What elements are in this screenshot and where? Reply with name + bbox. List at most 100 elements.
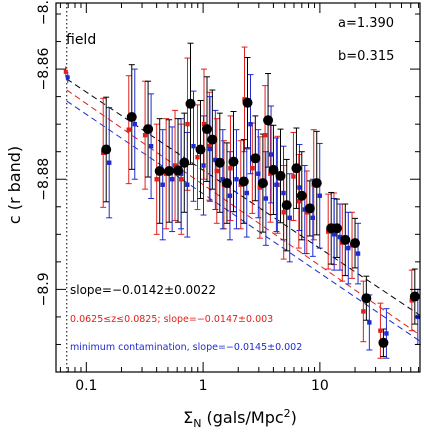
x-axis-label-units: (gals/Mpc [201, 408, 283, 427]
point-2-10 [213, 157, 218, 163]
point-1-11 [214, 168, 220, 174]
point-2-30 [367, 320, 372, 325]
point-2-0 [107, 160, 112, 165]
point-0-6 [179, 157, 190, 168]
legend-all: slope=−0.0142±0.0022 [70, 283, 216, 297]
point-0-9 [202, 124, 213, 135]
point-1-9 [201, 121, 207, 127]
x-tick-label-2: 10 [311, 378, 329, 394]
point-2-4 [169, 177, 175, 182]
point-2-17 [263, 196, 269, 201]
point-0-12 [221, 178, 232, 189]
point-1-13 [228, 166, 233, 171]
point-0-13 [228, 156, 239, 167]
point-0-14 [238, 176, 249, 187]
point-1-5 [172, 163, 178, 168]
point-0-0 [101, 144, 112, 155]
point-2-28 [346, 245, 351, 251]
point-1-8 [195, 155, 200, 160]
point-0-5 [173, 165, 184, 176]
point-1-30 [361, 309, 366, 314]
point-1-18 [262, 132, 268, 138]
point-1-10 [207, 143, 212, 149]
point-0-23 [296, 190, 307, 201]
point-0-28 [340, 234, 351, 245]
point-0-30 [361, 293, 372, 304]
axis-ticks [56, 3, 420, 373]
axis-labels: 0.1 1 10 −8.86 −8.88 −8.9 −8. [36, 0, 329, 394]
point-0-17 [257, 178, 268, 189]
point-2-20 [281, 190, 286, 196]
point-2-23 [302, 207, 307, 212]
point-2-11 [220, 177, 226, 182]
point-0-21 [281, 200, 292, 211]
point-0-20 [275, 170, 286, 181]
point-2-25 [317, 193, 322, 198]
y-axis-label: c (r band) [5, 146, 24, 224]
point-1-7 [185, 121, 190, 127]
field-point-0 [63, 69, 68, 74]
point-2-24 [310, 215, 316, 220]
point-1-31 [378, 328, 383, 333]
point-0-16 [250, 153, 261, 164]
point-2-15 [248, 121, 253, 127]
y-tick-label-0: −8.86 [36, 48, 52, 91]
x-axis-label: ΣN (gals/Mpc2) [183, 407, 297, 430]
point-1-21 [281, 210, 286, 215]
point-2-21 [287, 215, 292, 220]
point-1-6 [179, 177, 184, 182]
point-0-29 [350, 238, 361, 249]
point-0-27 [331, 223, 342, 234]
point-0-18 [263, 115, 274, 126]
point-0-19 [268, 164, 279, 175]
point-1-17 [257, 185, 263, 190]
point-2-14 [244, 190, 249, 196]
point-0-1 [126, 112, 137, 123]
x-tick-label-1: 1 [199, 378, 208, 394]
field-label: field [66, 32, 96, 48]
point-2-2 [148, 143, 154, 149]
point-0-8 [195, 144, 206, 155]
point-0-10 [207, 134, 218, 145]
x-tick-label-0: 0.1 [75, 378, 97, 394]
x-axis-label-close: ) [291, 408, 297, 427]
point-2-16 [256, 171, 261, 176]
point-2-1 [132, 121, 137, 127]
point-0-4 [164, 165, 175, 176]
y-tick-label-1: −8.88 [36, 158, 52, 201]
point-1-22 [291, 174, 296, 179]
point-2-19 [274, 182, 279, 187]
point-2-9 [207, 146, 213, 152]
point-2-8 [201, 163, 206, 168]
point-1-3 [154, 177, 159, 182]
point-0-32 [409, 291, 420, 302]
point-2-26 [331, 232, 337, 237]
y-tick-label-2: −8.9 [36, 272, 52, 306]
point-2-22 [297, 185, 302, 190]
point-2-18 [268, 152, 274, 157]
point-2-3 [160, 182, 165, 187]
legend-red: 0.0625≤z≤0.0825; slope=−0.0147±0.003 [70, 314, 273, 325]
point-0-15 [242, 97, 253, 108]
point-1-1 [126, 127, 131, 132]
point-1-16 [250, 166, 255, 171]
point-1-23 [296, 199, 301, 204]
y-tick-label-top-partial: −8. [36, 0, 52, 25]
point-2-13 [234, 177, 239, 182]
legend-blue: minimum contamination, slope=−0.0145±0.0… [70, 342, 302, 353]
point-0-22 [291, 163, 302, 174]
point-2-31 [384, 331, 389, 336]
b-label: b=0.315 [338, 49, 394, 64]
point-0-31 [378, 337, 389, 348]
x-axis-label-sup: 2 [284, 407, 291, 420]
x-axis-label-sub: N [193, 417, 201, 430]
point-0-24 [304, 203, 315, 214]
point-0-11 [214, 157, 225, 168]
point-2-27 [337, 234, 343, 240]
point-2-29 [355, 251, 361, 256]
point-1-2 [142, 132, 148, 138]
point-0-7 [185, 98, 196, 109]
data-markers [63, 69, 421, 348]
